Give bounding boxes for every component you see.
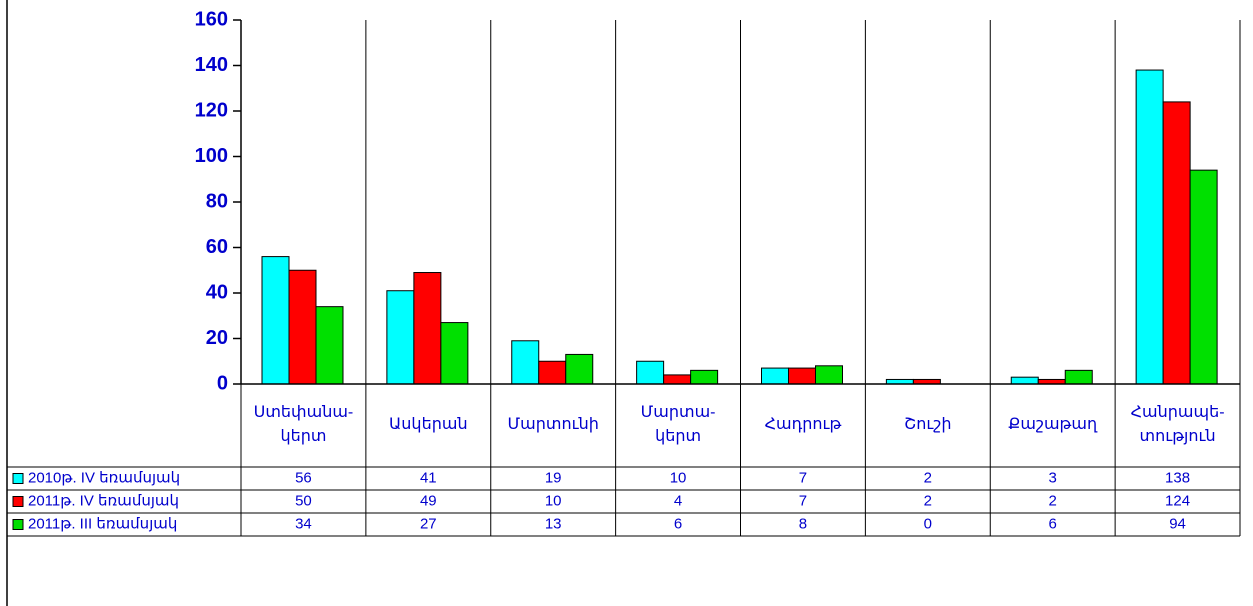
table-value: 27 [420,515,437,532]
x-tick-label: Մարտա-կերտ [641,404,716,445]
x-tick-label: Քաշաթաղ [1008,416,1098,433]
x-tick-label: Շուշի [904,416,951,433]
x-tick-label: Ասկերան [389,416,468,433]
bar [1064,369,1093,385]
x-tick-label: Մարտունի [508,416,599,433]
table-value: 2 [924,469,932,486]
legend-label: 2011թ. III եռամսյակ [28,515,177,532]
y-tick-label: 100 [195,145,228,167]
y-tick-label: 0 [217,372,228,394]
y-tick-label: 160 [195,8,228,30]
bar [1010,376,1039,385]
bar [663,374,692,385]
bar [386,290,415,385]
table-value: 6 [674,515,682,532]
y-tick-label: 140 [195,54,228,76]
table-value: 8 [799,515,807,532]
bar [511,340,540,385]
legend-label: 2011թ. IV եռամսյակ [28,492,179,509]
bar [636,360,665,385]
table-value: 13 [545,515,562,532]
table-value: 49 [420,492,437,509]
table-value: 50 [295,492,312,509]
table-value: 7 [799,469,807,486]
bar [440,322,469,385]
y-tick-label: 20 [206,327,228,349]
bar [788,367,816,385]
x-tick-label: Հանրապե-տություն [1131,404,1225,445]
bar [315,306,344,385]
y-tick-label: 60 [206,236,228,258]
table-value: 138 [1165,469,1190,486]
table-value: 56 [295,469,312,486]
table-value: 7 [799,492,807,509]
bar [288,269,317,385]
bar [413,272,442,385]
bar [690,369,719,385]
y-tick-label: 40 [206,281,228,303]
bar [261,256,290,385]
table-value: 19 [545,469,562,486]
y-tick-label: 80 [206,190,228,212]
table-value: 10 [670,469,687,486]
table-value: 94 [1169,515,1186,532]
legend-swatch [12,496,24,507]
bar [565,353,594,385]
legend-swatch [12,519,24,530]
table-value: 4 [674,492,682,509]
x-tick-label: Հադրութ [765,416,842,433]
table-value: 124 [1165,492,1190,509]
table-value: 10 [545,492,562,509]
bar [761,367,789,385]
bar [1135,69,1164,385]
bar [815,365,843,385]
table-value: 0 [924,515,932,532]
x-tick-label: Ստեփանա-կերտ [254,404,354,445]
legend-label: 2010թ. IV եռամսյակ [28,469,180,486]
table-value: 3 [1049,469,1057,486]
bar [1189,169,1218,385]
table-value: 6 [1049,515,1057,532]
table-value: 41 [420,469,437,486]
table-value: 2 [924,492,932,509]
table-value: 2 [1049,492,1057,509]
legend-swatch [12,473,24,484]
bar [538,360,567,385]
table-value: 34 [295,515,312,532]
bar [1162,101,1191,385]
y-tick-label: 120 [195,99,228,121]
